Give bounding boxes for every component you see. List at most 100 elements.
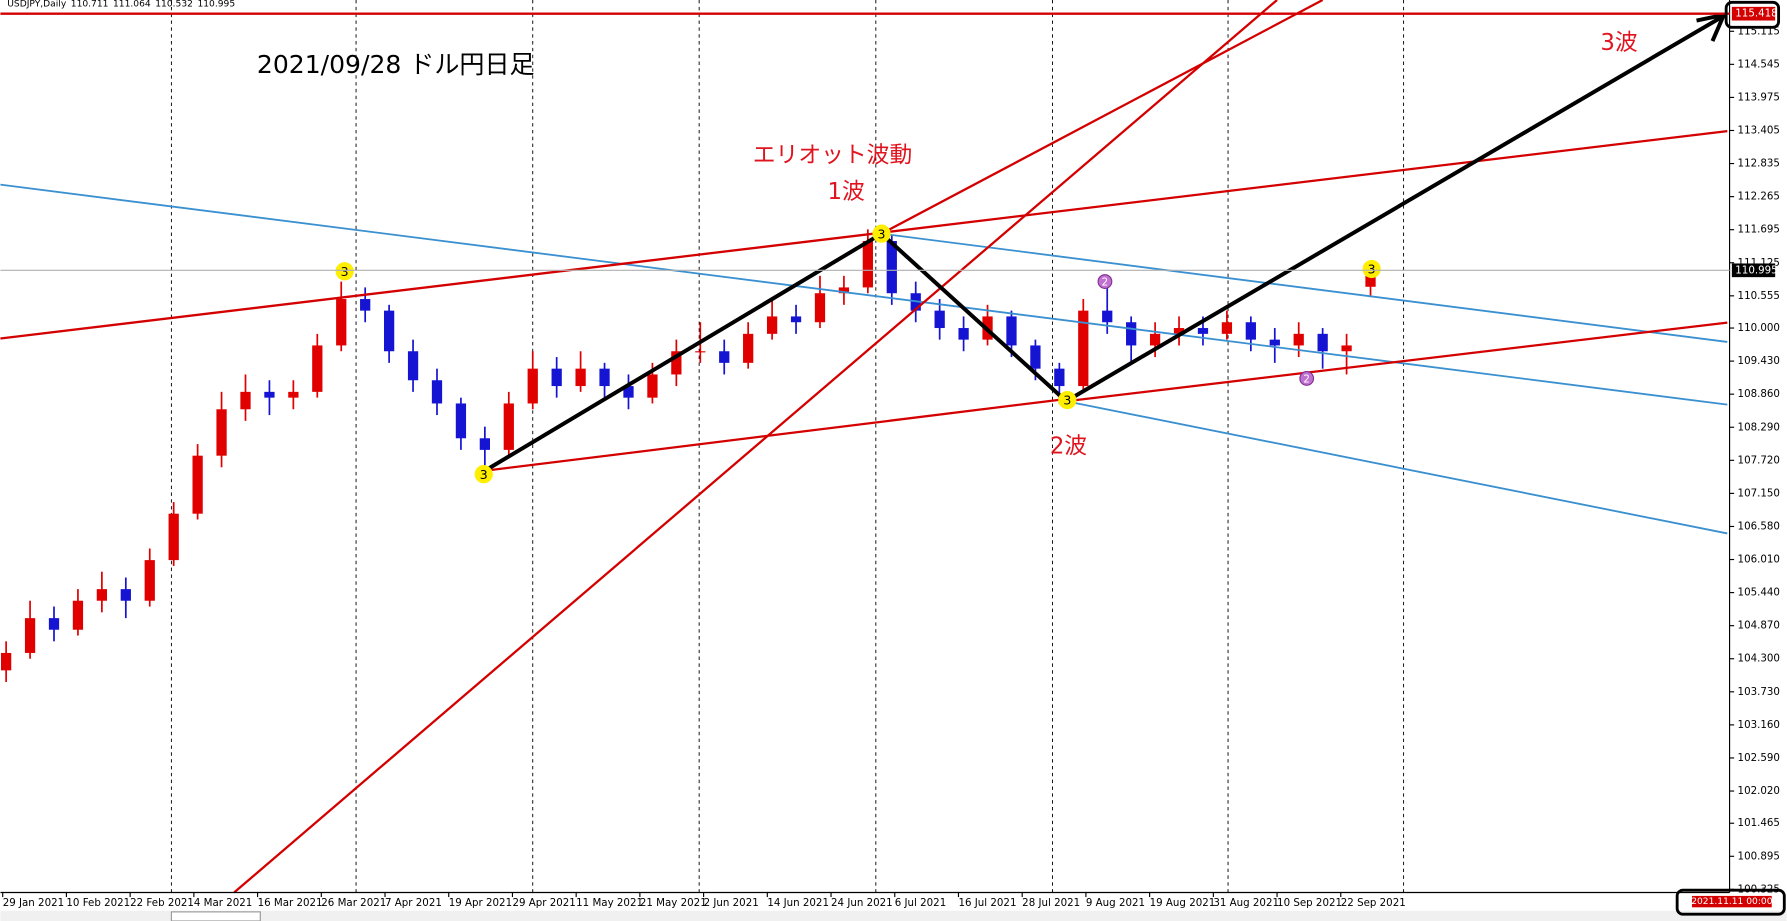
candle-body: [383, 310, 395, 352]
y-tick-label: 106.580: [1738, 520, 1780, 532]
symbol-header: USDJPY,Daily 110.711 111.064 110.532 110.995: [7, 0, 235, 9]
y-tick-label: 111.695: [1738, 224, 1780, 236]
y-tick-label: 110.555: [1738, 290, 1780, 302]
header-price: 110.532: [155, 0, 193, 9]
candle-body: [790, 316, 802, 323]
candle-body: [1293, 333, 1304, 346]
x-tick-label: 29 Jan 2021: [3, 897, 64, 909]
candles: [0, 229, 1376, 682]
candle-body: [407, 351, 419, 381]
price-tag: [1731, 263, 1776, 278]
candle-body: [623, 386, 634, 398]
wave-markers: 3 3 3 3 3 2 2: [335, 224, 1381, 484]
wave3-label: 3波: [1600, 30, 1637, 56]
y-tick-label: 114.545: [1738, 58, 1780, 70]
candle-body: [695, 351, 706, 353]
candle-body: [647, 374, 658, 398]
trend-lines: [0, 0, 1728, 894]
wave2-label: 2波: [1050, 433, 1087, 459]
marker-label: 3: [1368, 262, 1376, 277]
candle-body: [240, 391, 251, 410]
candle-body: [1054, 368, 1065, 387]
candle-body: [671, 351, 682, 375]
candle-body: [0, 652, 12, 671]
candle-body: [120, 589, 131, 601]
price-tag-label: 115.418: [1735, 8, 1777, 20]
x-tick-label: 19 Apr 2021: [449, 897, 512, 909]
candle-body: [264, 391, 275, 398]
y-tick-label: 112.835: [1738, 158, 1780, 170]
candle-body: [743, 333, 754, 363]
x-tick-label: 22 Feb 2021: [130, 897, 194, 909]
header-price: 110.711: [71, 0, 109, 9]
vertical-grid: [170, 0, 1405, 893]
candle-body: [1245, 322, 1256, 340]
candle-body: [24, 618, 36, 653]
candle-body: [48, 618, 60, 630]
candle-body: [886, 241, 897, 294]
x-tick-label: 9 Aug 2021: [1086, 897, 1145, 909]
candle-body: [168, 513, 179, 561]
y-tick-label: 100.895: [1738, 850, 1780, 862]
candle-body: [599, 368, 610, 387]
tab[interactable]: [170, 911, 261, 921]
candle-body: [1078, 310, 1089, 387]
highlight: [1724, 0, 1781, 29]
candle-body: [1030, 345, 1041, 369]
marker-label: 3: [1063, 393, 1071, 408]
x-tick-label: 7 Apr 2021: [385, 897, 442, 909]
y-tick-label: 103.730: [1738, 686, 1780, 698]
candle-body: [144, 560, 155, 601]
y-tick-label: 109.430: [1738, 355, 1780, 367]
marker-label: 3: [480, 467, 488, 482]
y-tick-label: 107.720: [1738, 454, 1780, 466]
marker-label: 3: [341, 264, 349, 279]
y-tick-label: 108.290: [1738, 421, 1780, 433]
price-tag: [1731, 6, 1776, 21]
x-tick-label: 29 Apr 2021: [512, 897, 575, 909]
x-tick-label: 24 Jun 2021: [831, 897, 893, 909]
y-tick-label: 113.975: [1738, 91, 1780, 103]
candle-body: [288, 391, 299, 398]
candle-body: [216, 409, 227, 456]
wave1-label: 1波: [828, 179, 865, 205]
chart-title: 2021/09/28 ドル円日足: [257, 50, 535, 79]
x-tick-label: 26 Mar 2021: [321, 897, 386, 909]
candle-body: [862, 241, 873, 288]
candle-body: [312, 345, 323, 392]
x-tick-label: 10 Feb 2021: [66, 897, 130, 909]
marker-label: 2: [1102, 277, 1109, 289]
candle-body: [455, 403, 467, 439]
candle-body: [96, 589, 108, 601]
candle-body: [479, 438, 490, 450]
candle-body: [1149, 333, 1161, 346]
candle-body: [766, 316, 778, 334]
x-tick-label: 31 Aug 2021: [1213, 897, 1279, 909]
candle-body: [719, 351, 730, 363]
candle-body: [838, 287, 850, 294]
candle-body: [1269, 339, 1280, 346]
x-tick-label: 14 Jun 2021: [767, 897, 829, 909]
x-tick-label: 19 Aug 2021: [1150, 897, 1216, 909]
y-tick-label: 112.265: [1738, 191, 1780, 203]
candle-body: [360, 299, 371, 311]
candle-body: [814, 293, 826, 323]
candle-body: [1317, 333, 1328, 352]
x-tick-label: 10 Sep 2021: [1277, 897, 1342, 909]
candle-body: [958, 328, 969, 340]
x-tick-label: 2 Jun 2021: [704, 897, 759, 909]
marker-label: 3: [878, 226, 886, 241]
y-tick-label: 115.115: [1738, 25, 1780, 37]
symbol: USDJPY,Daily: [7, 0, 67, 9]
y-tick-label: 102.020: [1738, 785, 1780, 797]
candle-body: [1173, 328, 1185, 334]
header-price: 111.064: [113, 0, 151, 9]
time-tag-label: 2021.11.11 00:00: [1691, 897, 1773, 907]
y-tick-label: 108.860: [1738, 388, 1780, 400]
x-tick-label: 28 Jul 2021: [1022, 897, 1080, 909]
y-tick-label: 113.405: [1738, 124, 1780, 136]
x-tick-label: 21 May 2021: [640, 897, 707, 909]
candle-body: [192, 455, 203, 514]
